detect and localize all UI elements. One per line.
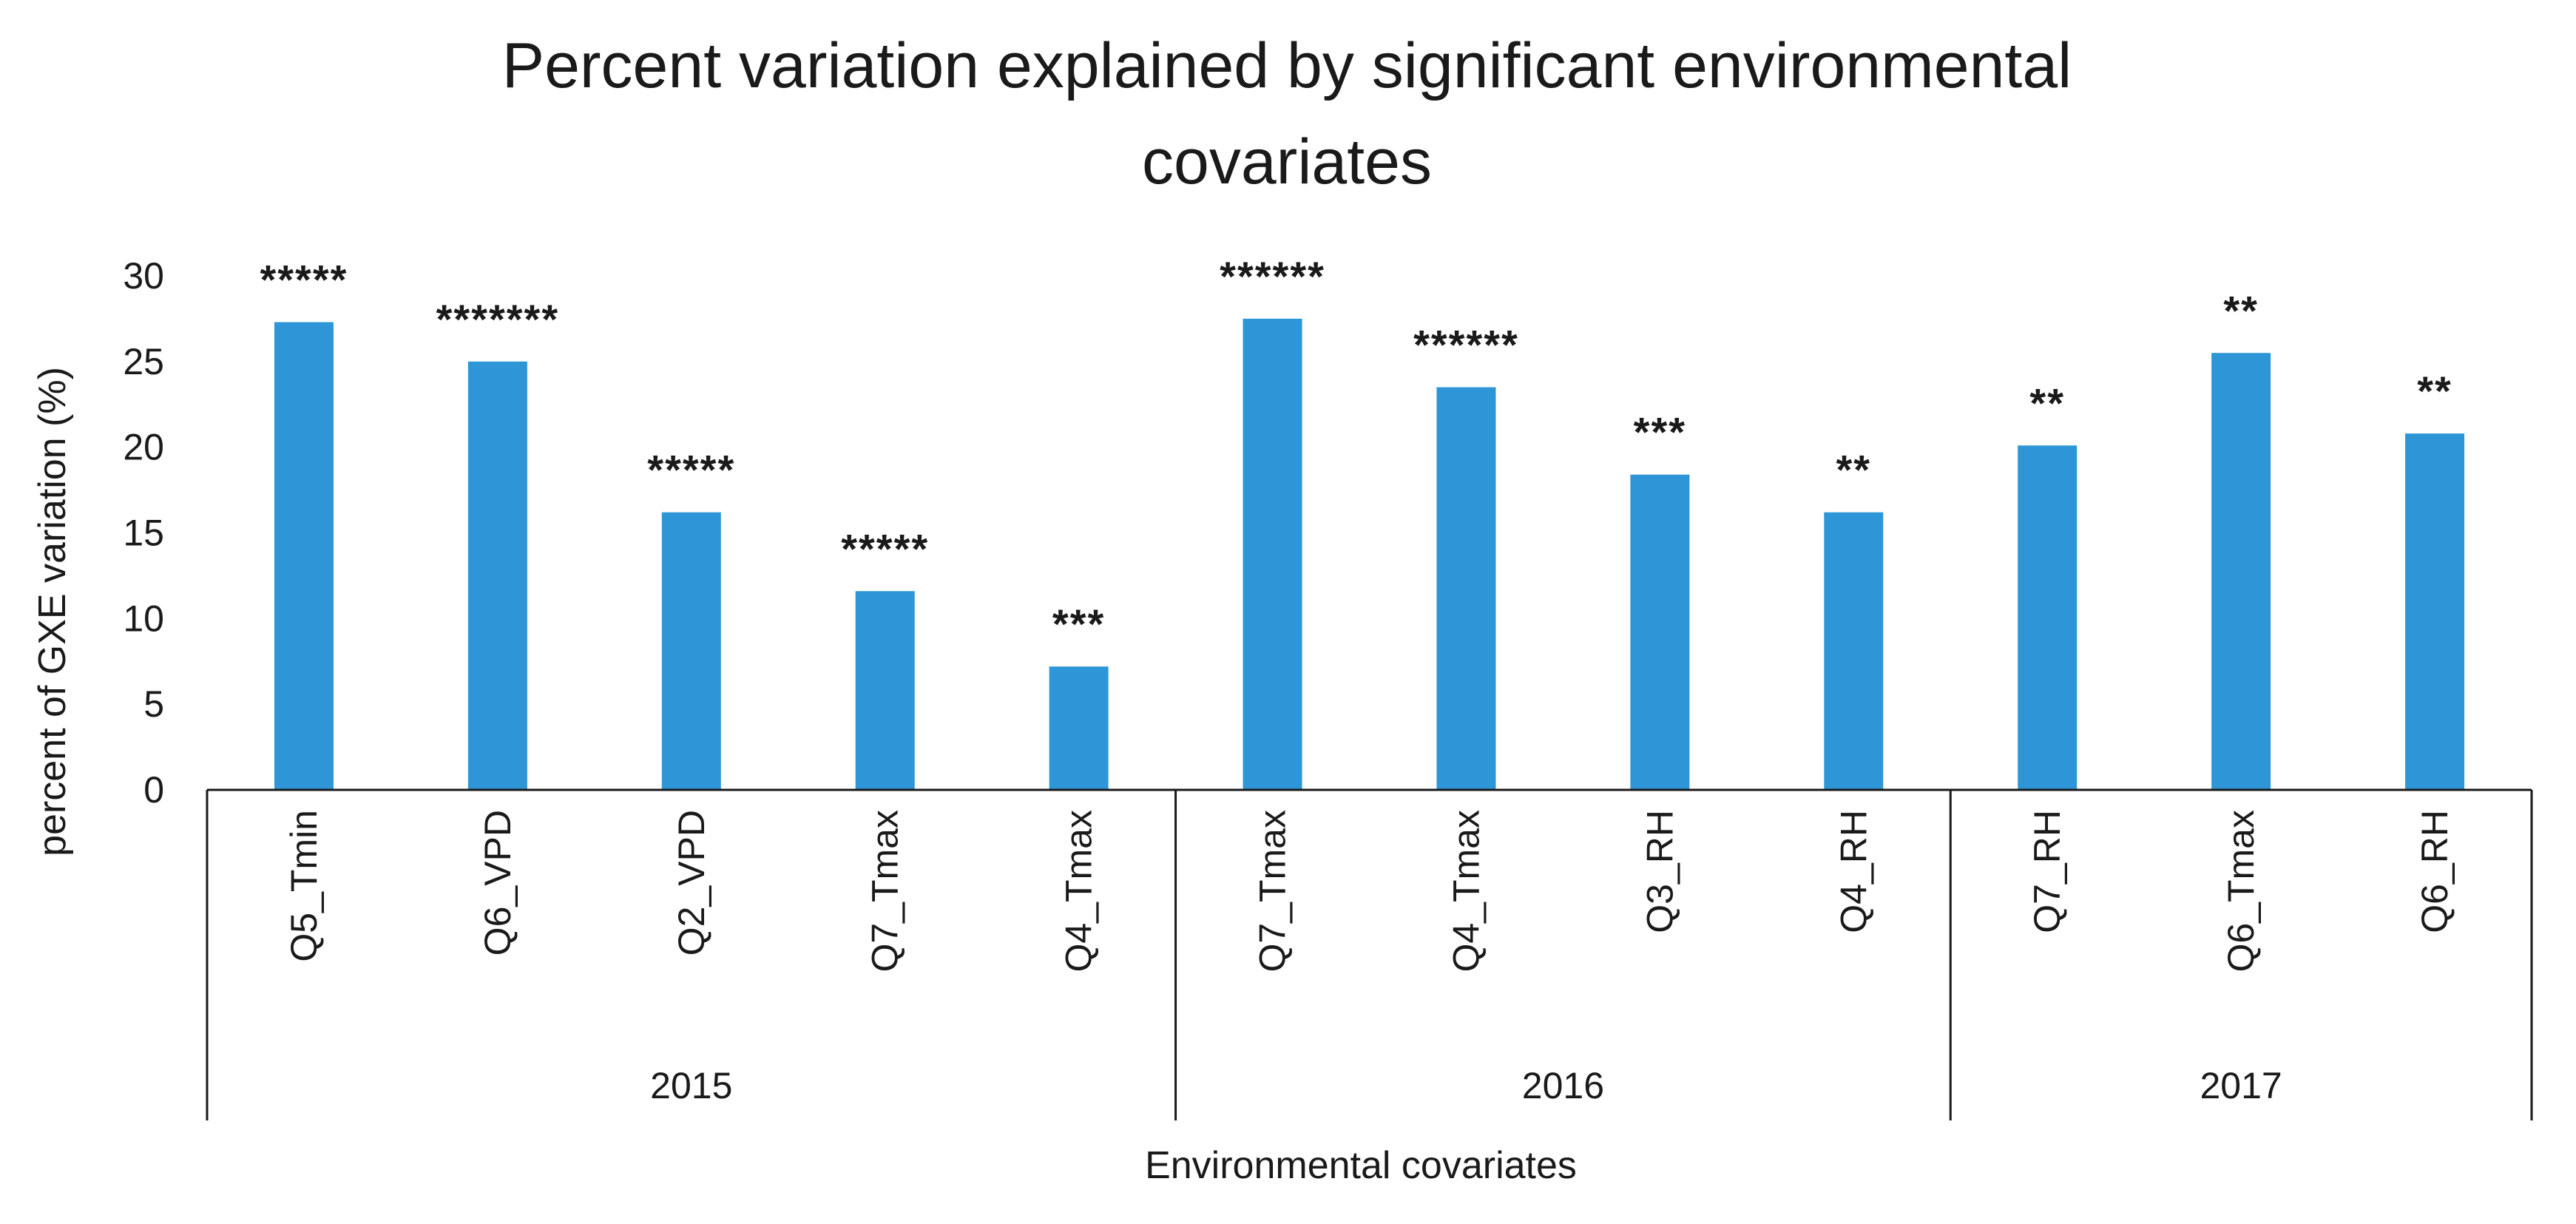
bar (1630, 474, 1690, 790)
category-label: Q7_RH (2026, 810, 2068, 933)
group-label: 2017 (2200, 1065, 2282, 1106)
y-tick-label: 5 (143, 683, 164, 725)
bars (274, 318, 2465, 791)
significance-label: ** (2223, 287, 2259, 334)
x-axis-title: Environmental covariates (1145, 1144, 1577, 1187)
significance-label: *** (1052, 601, 1105, 647)
bar (1049, 666, 1109, 790)
significance-label: ****** (1413, 322, 1519, 368)
significance-label: ***** (647, 447, 735, 493)
category-label: Q5_Tmin (283, 810, 325, 962)
significance-labels: ****************************************… (260, 253, 2452, 647)
category-label: Q4_RH (1833, 810, 1874, 933)
significance-label: ******* (436, 296, 560, 342)
bar (2018, 445, 2078, 790)
significance-label: ** (1836, 447, 1871, 493)
y-tick-label: 0 (143, 769, 164, 811)
y-tick-label: 20 (123, 427, 164, 468)
axis-lines (206, 788, 2533, 1120)
category-label: Q4_Tmax (1058, 810, 1100, 973)
category-label: Q7_Tmax (1252, 810, 1294, 973)
chart-title-line-2: covariates (1142, 126, 1432, 197)
category-label: Q6_Tmax (2220, 810, 2262, 973)
significance-label: ****** (1220, 253, 1325, 300)
bar (274, 322, 334, 790)
group-label: 2015 (650, 1065, 732, 1106)
significance-label: ***** (260, 257, 348, 303)
category-label: Q6_VPD (477, 810, 518, 956)
bar (467, 361, 527, 790)
category-label: Q4_Tmax (1445, 810, 1487, 973)
bar (2405, 433, 2465, 790)
group-labels: 2015 2016 2017 (650, 1065, 2282, 1106)
y-tick-label: 25 (123, 341, 164, 382)
bar (855, 591, 915, 790)
bar (1243, 318, 1302, 791)
bar (661, 512, 721, 790)
y-tick-label: 15 (123, 513, 164, 554)
chart-title: Percent variation explained by significa… (502, 30, 2072, 197)
significance-label: *** (1634, 409, 1686, 456)
y-axis-ticks: 0 5 10 15 20 25 30 (123, 255, 164, 811)
significance-label: ***** (841, 525, 929, 572)
category-label: Q3_RH (1639, 810, 1680, 933)
bar (1824, 512, 1884, 790)
bar (1436, 387, 1496, 790)
category-label: Q7_Tmax (865, 810, 906, 973)
y-tick-label: 10 (123, 598, 164, 639)
bar (2211, 353, 2271, 790)
category-labels: Q5_Tmin Q6_VPD Q2_VPD Q7_Tmax Q4_Tmax Q7_Tmax… (283, 810, 2455, 973)
y-tick-label: 30 (123, 255, 164, 297)
category-label: Q6_RH (2414, 810, 2455, 933)
group-label: 2016 (1522, 1065, 1604, 1106)
chart-title-line-1: Percent variation explained by significa… (502, 30, 2072, 101)
category-label: Q2_VPD (671, 810, 712, 956)
significance-label: ** (2029, 379, 2065, 426)
y-axis-title: percent of GXE variation (%) (31, 367, 74, 856)
significance-label: ** (2417, 368, 2452, 414)
